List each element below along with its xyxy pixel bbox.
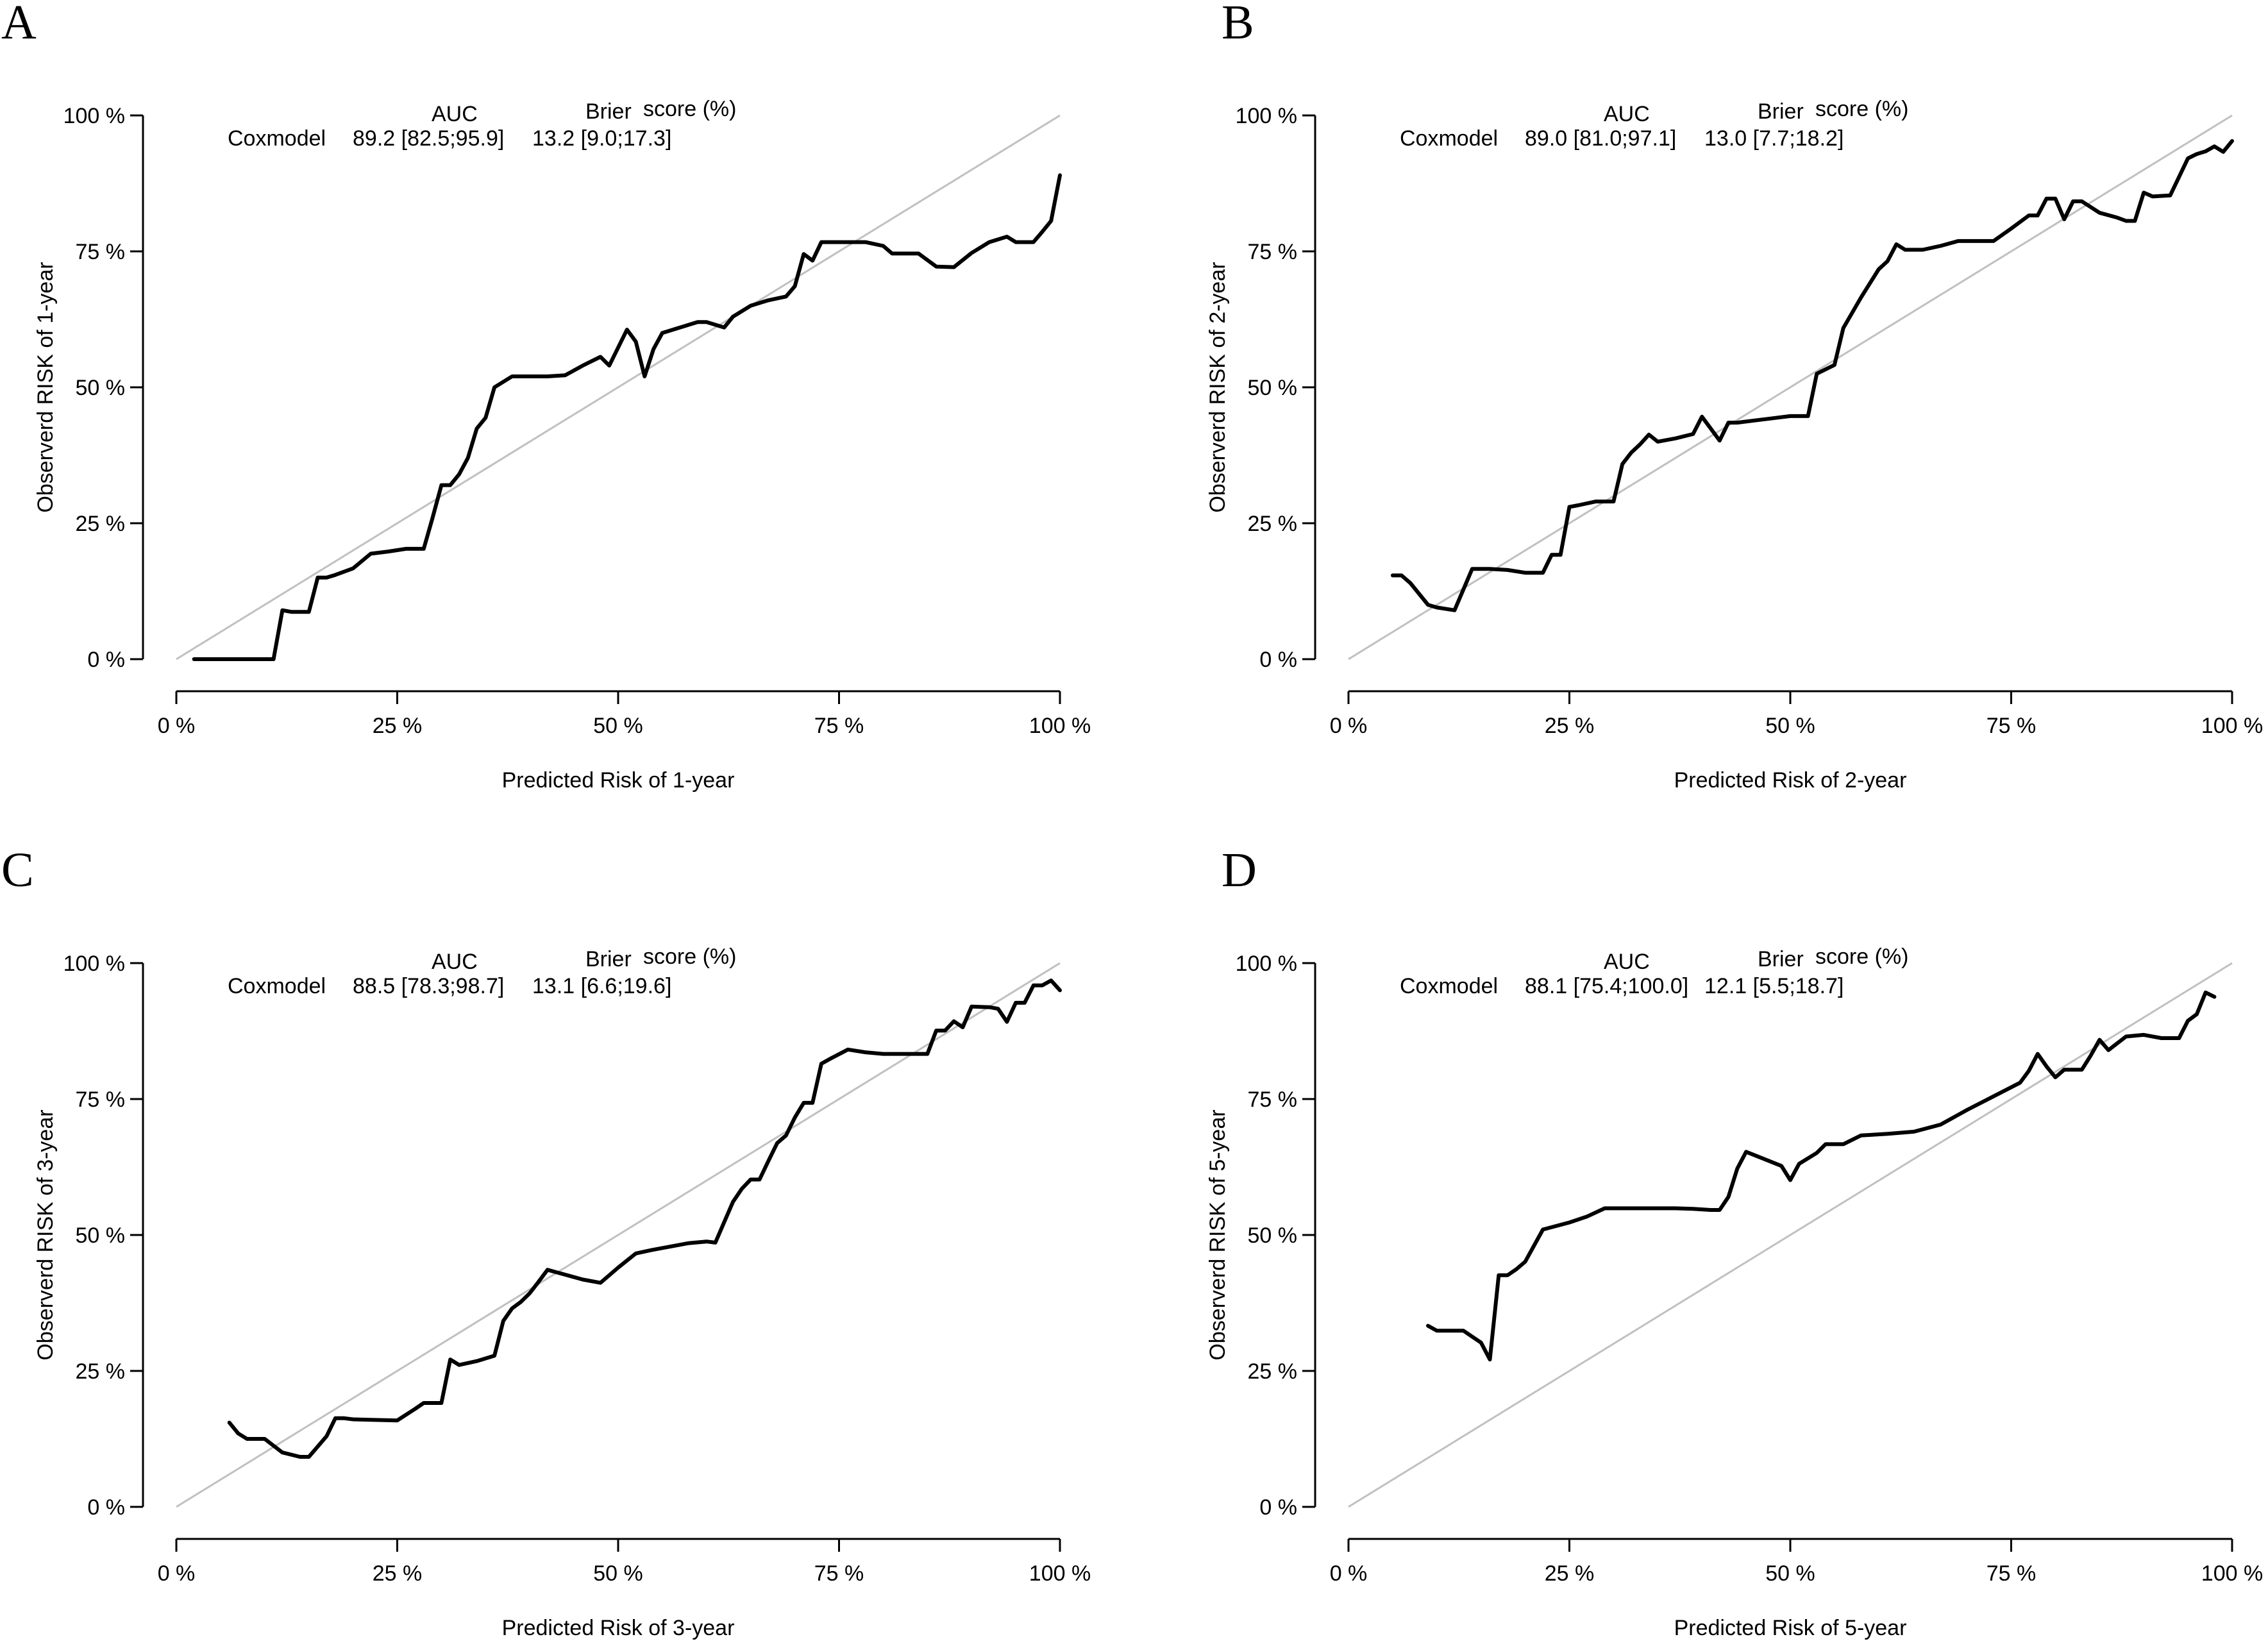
reference-line: [1348, 962, 2233, 1508]
y-tick-label: 0 %: [1259, 1495, 1297, 1520]
x-tick-label: 50 %: [593, 714, 643, 738]
y-tick-label: 25 %: [1248, 1359, 1298, 1384]
x-tick-label: 100 %: [2201, 1561, 2263, 1586]
y-tick-label: 75 %: [76, 240, 126, 264]
legend-auc-header: AUC: [1604, 950, 1650, 974]
y-tick-label: 50 %: [1248, 376, 1298, 400]
legend-model: Coxmodel: [228, 974, 326, 998]
legend-brier-value: 13.0 [7.7;18.2]: [1704, 126, 1844, 151]
legend-score-header: score (%): [1815, 97, 1908, 121]
legend-score-header: score (%): [643, 945, 736, 969]
legend-brier-header: Brier: [1758, 947, 1804, 971]
x-tick-label: 25 %: [1545, 1561, 1595, 1586]
y-tick-label: 25 %: [1248, 512, 1298, 536]
legend-auc-header: AUC: [432, 950, 478, 974]
legend-auc-value: 89.2 [82.5;95.9]: [353, 126, 504, 151]
legend-brier-header: Brier: [585, 99, 632, 124]
reference-line: [176, 962, 1061, 1508]
x-axis-title: Predicted Risk of 2-year: [1674, 768, 1907, 793]
y-axis-title: Observerd RISK of 2-year: [1205, 262, 1230, 512]
panel-letter: D: [1222, 843, 1257, 897]
legend-model: Coxmodel: [1400, 126, 1498, 151]
panel-d: D 0 % 25 % 50 % 75 % 100 % 0 % 25 % 50 % 75 % 100 …: [1205, 843, 2263, 1640]
y-tick-label: 50 %: [76, 1223, 126, 1248]
x-tick-label: 100 %: [2201, 714, 2263, 738]
x-axis-title: Predicted Risk of 3-year: [502, 1616, 735, 1640]
y-tick-label: 25 %: [76, 1359, 126, 1384]
x-tick-label: 25 %: [373, 714, 423, 738]
legend-brier-value: 13.2 [9.0;17.3]: [532, 126, 671, 151]
y-axis-title: Observerd RISK of 5-year: [1205, 1109, 1230, 1360]
y-tick-label: 0 %: [87, 1495, 125, 1520]
x-axis-title: Predicted Risk of 5-year: [1674, 1616, 1907, 1640]
legend-auc-value: 88.1 [75.4;100.0]: [1525, 974, 1688, 998]
legend-score-header: score (%): [643, 97, 736, 121]
legend-auc-header: AUC: [432, 102, 478, 126]
x-tick-label: 75 %: [1987, 714, 2037, 738]
legend-brier-value: 12.1 [5.5;18.7]: [1704, 974, 1844, 998]
x-tick-label: 50 %: [1765, 1561, 1815, 1586]
y-tick-label: 100 %: [1236, 952, 1297, 976]
panel-a: A 0 % 25 % 50 % 75 % 100 % 0 % 25 % 50 % 75 % 100 …: [1, 0, 1091, 793]
y-tick-label: 25 %: [76, 512, 126, 536]
x-tick-label: 75 %: [814, 1561, 864, 1586]
panel-b: B 0 % 25 % 50 % 75 % 100 % 0 % 25 % 50 % 75 % 100 …: [1205, 0, 2263, 793]
y-tick-label: 100 %: [63, 104, 125, 128]
x-tick-label: 50 %: [593, 1561, 643, 1586]
x-tick-label: 75 %: [1987, 1561, 2037, 1586]
calibration-curve: [192, 173, 1062, 661]
panel-c: C 0 % 25 % 50 % 75 % 100 % 0 % 25 % 50 % 75 % 100 …: [1, 843, 1091, 1640]
x-tick-label: 50 %: [1765, 714, 1815, 738]
y-tick-label: 75 %: [76, 1088, 126, 1112]
x-tick-label: 75 %: [814, 714, 864, 738]
y-tick-label: 0 %: [87, 648, 125, 672]
panel-letter: C: [1, 843, 34, 897]
y-tick-label: 0 %: [1259, 648, 1297, 672]
panel-letter: B: [1222, 0, 1254, 49]
x-tick-label: 25 %: [1545, 714, 1595, 738]
y-axis-title: Observerd RISK of 3-year: [33, 1109, 58, 1360]
x-tick-label: 25 %: [373, 1561, 423, 1586]
y-tick-label: 50 %: [76, 376, 126, 400]
calibration-curve: [227, 978, 1062, 1459]
y-axis-title: Observerd RISK of 1-year: [33, 262, 58, 512]
y-tick-label: 100 %: [1236, 104, 1297, 128]
legend-brier-header: Brier: [1758, 99, 1804, 124]
calibration-curve: [1426, 990, 2217, 1362]
legend-model: Coxmodel: [1400, 974, 1498, 998]
y-tick-label: 75 %: [1248, 240, 1298, 264]
reference-line: [1348, 114, 2233, 660]
x-tick-label: 0 %: [1330, 714, 1368, 738]
x-axis-title: Predicted Risk of 1-year: [502, 768, 735, 793]
y-tick-label: 50 %: [1248, 1223, 1298, 1248]
legend-auc-value: 89.0 [81.0;97.1]: [1525, 126, 1676, 151]
reference-line: [176, 114, 1061, 660]
legend-auc-header: AUC: [1604, 102, 1650, 126]
x-tick-label: 0 %: [158, 714, 196, 738]
y-tick-label: 100 %: [63, 952, 125, 976]
x-tick-label: 0 %: [1330, 1561, 1368, 1586]
x-tick-label: 0 %: [158, 1561, 196, 1586]
calibration-curve: [1390, 139, 2234, 612]
y-tick-label: 75 %: [1248, 1088, 1298, 1112]
legend-brier-header: Brier: [585, 947, 632, 971]
legend-model: Coxmodel: [228, 126, 326, 151]
legend-brier-value: 13.1 [6.6;19.6]: [532, 974, 671, 998]
legend-score-header: score (%): [1815, 945, 1908, 969]
x-tick-label: 100 %: [1029, 1561, 1091, 1586]
legend-auc-value: 88.5 [78.3;98.7]: [353, 974, 504, 998]
x-tick-label: 100 %: [1029, 714, 1091, 738]
panel-letter: A: [1, 0, 37, 49]
